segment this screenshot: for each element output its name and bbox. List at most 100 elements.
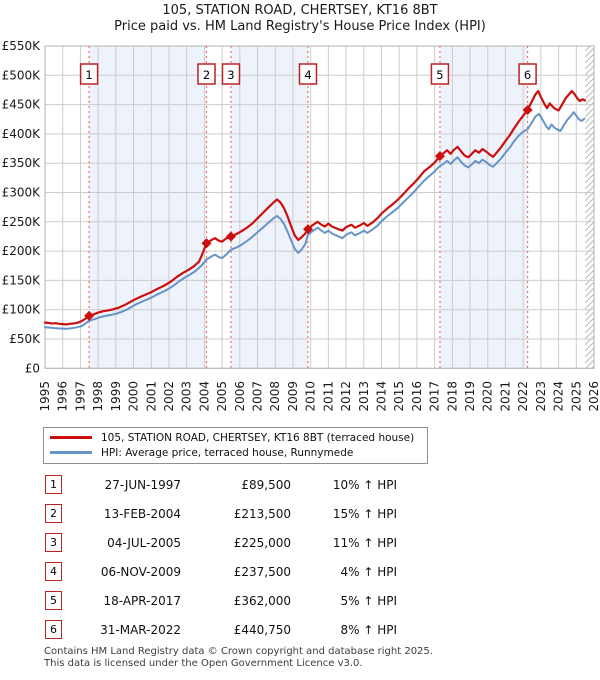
x-tick-label: 2007	[251, 381, 265, 412]
y-tick-label: £200K	[2, 244, 42, 258]
x-tick-label: 2003	[180, 381, 194, 412]
x-tick-label: 2018	[445, 381, 459, 412]
transaction-hpi-delta: 8% ↑ HPI	[340, 622, 397, 637]
x-tick-label: 2019	[463, 381, 477, 412]
sale-number-box	[430, 63, 450, 85]
legend-label-hpi: HPI: Average price, terraced house, Runn…	[101, 446, 354, 459]
transactions-table: 1 27-JUN-1997 £89,500 10% ↑ HPI 2 13-FEB-2004…	[45, 470, 397, 644]
y-tick-label: £50K	[9, 332, 41, 346]
transaction-price: £89,500	[241, 477, 291, 492]
sale-number-box	[79, 63, 99, 85]
sale-number-text: 2	[203, 68, 210, 82]
transaction-date: 04-JUL-2005	[107, 535, 181, 550]
x-tick-label: 2000	[127, 381, 141, 412]
sale-marker-diamond	[522, 105, 533, 116]
x-tick-label: 2020	[481, 381, 495, 412]
x-tick-label: 2012	[339, 381, 353, 412]
transaction-number-badge: 4	[45, 562, 62, 581]
x-tick-label: 2023	[534, 381, 548, 412]
transaction-date: 06-NOV-2009	[100, 564, 181, 579]
x-tick-label: 2001	[144, 381, 158, 412]
x-tick-label: 2002	[162, 381, 176, 412]
transaction-hpi-delta: 15% ↑ HPI	[332, 506, 397, 521]
transaction-number-badge: 5	[45, 591, 62, 610]
sale-number-box	[197, 63, 216, 85]
license-footer: Contains HM Land Registry data © Crown c…	[44, 646, 433, 669]
x-tick-label: 2025	[569, 381, 583, 412]
legend-label-property: 105, STATION ROAD, CHERTSEY, KT16 8BT (t…	[101, 431, 415, 444]
transaction-price: £440,750	[233, 622, 291, 637]
x-tick-label: 2011	[321, 381, 335, 412]
y-tick-label: £450K	[2, 98, 42, 112]
x-tick-label: 2013	[357, 381, 371, 412]
x-tick-label: 2016	[410, 381, 424, 412]
property-price-line	[43, 89, 587, 326]
transaction-price: £213,500	[233, 506, 291, 521]
x-tick-label: 2015	[392, 381, 406, 412]
x-tick-label: 1995	[38, 381, 52, 412]
sale-number-box	[221, 63, 241, 85]
price-history-chart: 1 2 3 4 5 6 £0 £50K £100K £150K £200K £250K £300K £35…	[2, 39, 600, 412]
chart-legend: 105, STATION ROAD, CHERTSEY, KT16 8BT (t…	[43, 427, 428, 464]
ownership-band	[89, 46, 207, 369]
page-title: 105, STATION ROAD, CHERTSEY, KT16 8BT	[162, 3, 438, 18]
y-tick-label: £350K	[2, 156, 42, 170]
sale-number-boxes: 1 2 3 4 5 6	[79, 63, 537, 85]
sale-number-text: 5	[436, 68, 443, 82]
x-tick-label: 2005	[215, 381, 229, 412]
x-tick-label: 2026	[587, 381, 600, 412]
sale-number-text: 6	[524, 68, 531, 82]
hpi-line-swatch	[50, 451, 92, 454]
transaction-hpi-delta: 11% ↑ HPI	[332, 535, 397, 550]
transaction-hpi-delta: 5% ↑ HPI	[340, 593, 397, 608]
ownership-band	[439, 46, 528, 369]
x-tick-label: 2006	[233, 381, 247, 412]
sale-marker-diamond	[434, 151, 445, 162]
page-subtitle: Price paid vs. HM Land Registry's House …	[114, 19, 486, 34]
footer-line-2: This data is licensed under the Open Gov…	[44, 657, 363, 669]
transaction-number-badge: 2	[45, 504, 62, 523]
x-tick-label: 2022	[516, 381, 530, 412]
sale-number-text: 4	[304, 68, 311, 82]
x-axis-labels: 1995 1996 1997 1998 1999 2000 2001 2002 2003 2004…	[38, 381, 600, 412]
y-tick-label: £550K	[2, 39, 42, 53]
transaction-date: 31-MAR-2022	[100, 622, 181, 637]
sale-number-text: 3	[227, 68, 234, 82]
legend-item-property: 105, STATION ROAD, CHERTSEY, KT16 8BT (t…	[50, 430, 421, 445]
footer-line-1: Contains HM Land Registry data © Crown c…	[44, 646, 433, 657]
x-tick-label: 2009	[286, 381, 300, 412]
transaction-number-badge: 3	[45, 533, 62, 552]
sale-number-box	[518, 63, 537, 85]
x-tick-label: 2024	[552, 381, 566, 412]
future-hatch-zone	[585, 46, 594, 369]
x-tick-label: 1998	[91, 381, 105, 412]
transaction-date: 18-APR-2017	[103, 593, 181, 608]
transaction-hpi-delta: 4% ↑ HPI	[340, 564, 397, 579]
sale-number-text: 1	[85, 68, 92, 82]
transaction-number-badge: 6	[45, 620, 62, 639]
sale-date-lines	[88, 46, 529, 369]
x-tick-label: 1999	[109, 381, 123, 412]
hpi-line	[44, 111, 586, 330]
y-tick-label: £400K	[2, 127, 42, 141]
y-tick-label: £100K	[2, 303, 42, 317]
transaction-date: 13-FEB-2004	[103, 506, 181, 521]
y-tick-label: £250K	[2, 215, 42, 229]
transaction-price: £225,000	[233, 535, 291, 550]
transaction-price: £362,000	[233, 593, 291, 608]
plot-border	[44, 45, 595, 369]
property-line-swatch	[50, 436, 92, 439]
sale-number-box	[298, 63, 318, 85]
y-tick-label: £300K	[2, 186, 42, 200]
chart-titles: 105, STATION ROAD, CHERTSEY, KT16 8BT Pr…	[0, 3, 600, 35]
x-tick-label: 2010	[304, 381, 318, 412]
transaction-hpi-delta: 10% ↑ HPI	[332, 477, 397, 492]
x-tick-label: 1996	[56, 381, 70, 412]
sale-markers	[84, 105, 533, 321]
x-tick-label: 2014	[374, 381, 388, 412]
y-tick-label: £500K	[2, 68, 42, 82]
sale-marker-diamond	[84, 310, 95, 321]
y-tick-label: £0	[25, 361, 40, 375]
transaction-number-badge: 1	[45, 475, 62, 494]
sale-marker-diamond	[201, 238, 212, 249]
